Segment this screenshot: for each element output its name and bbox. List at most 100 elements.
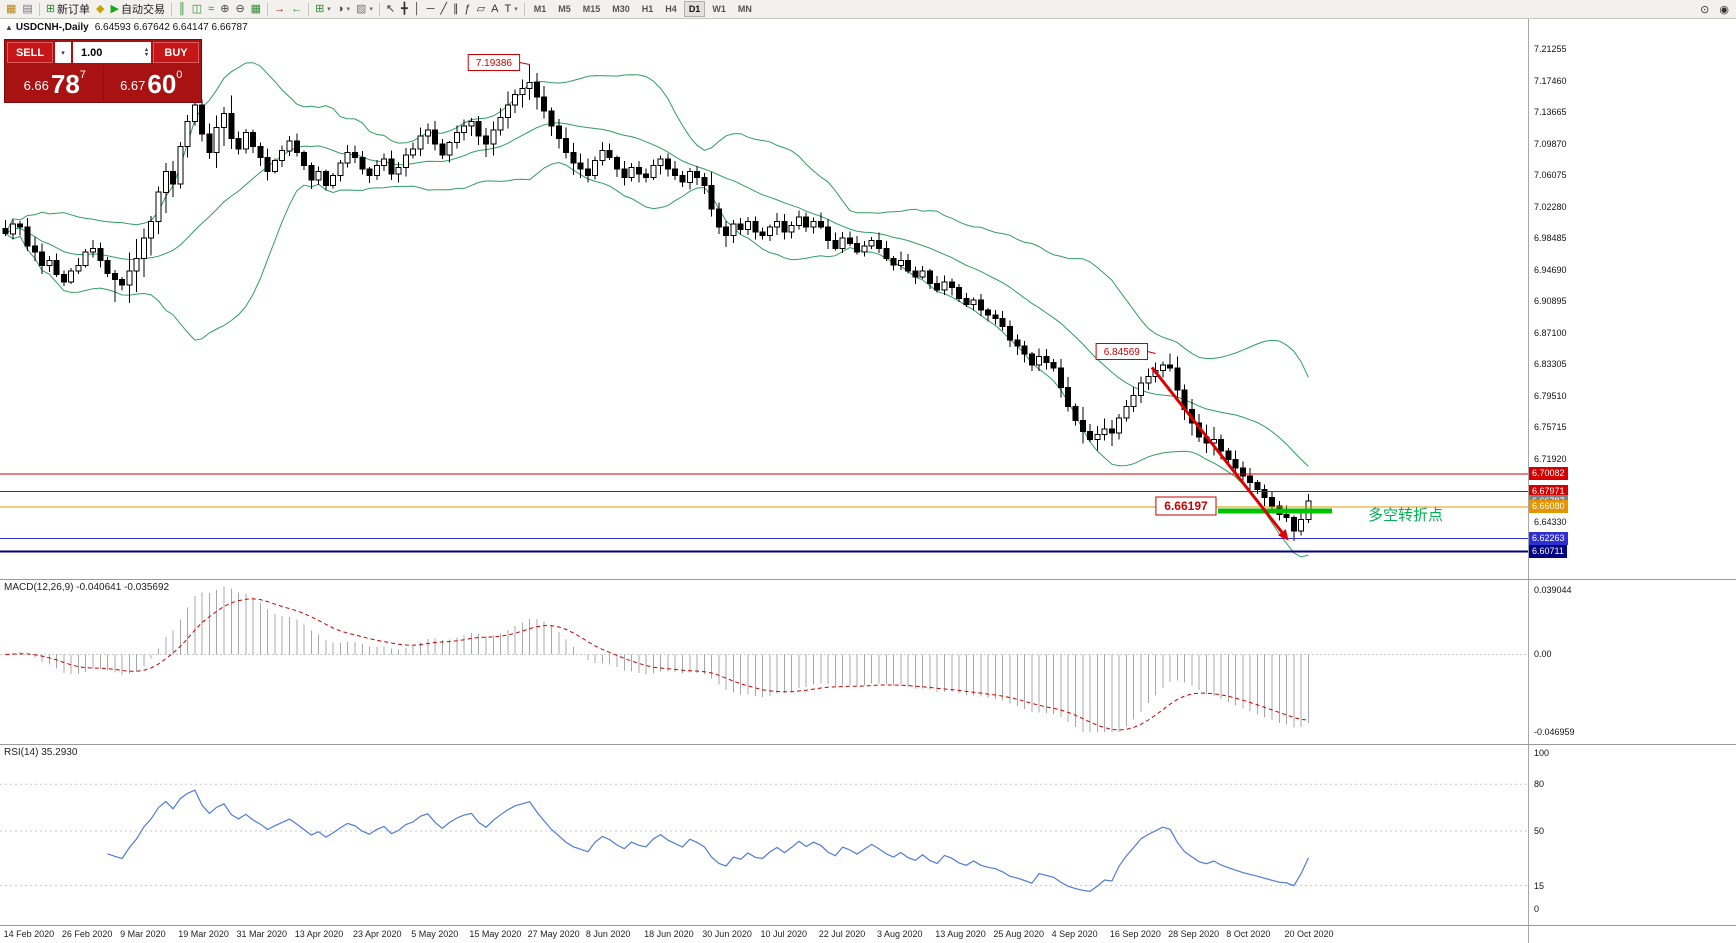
timeframe-m15-button[interactable]: M15 [582,4,601,14]
metaeditor-icon[interactable]: ◆ [93,1,107,18]
stepper-down-icon[interactable]: ▾ [144,51,148,58]
toolbar-right: ⊙ ◉ [1697,1,1732,18]
rsi-line [107,789,1309,893]
horizontal-line-icon[interactable]: ─ [424,1,438,18]
zoom-in-icon[interactable]: ⊕ [217,1,232,18]
price-axis-label: 6.94690 [1534,264,1567,275]
date-axis-label: 14 Feb 2020 [3,929,55,939]
profiles-icon[interactable]: ▤ [19,1,35,18]
toolbar-separator [378,2,380,16]
toolbar-separator [523,2,525,16]
bar-chart-icon: ║ [177,2,186,15]
fibonacci-icon[interactable]: ƒ [462,1,474,18]
toolbar-separator [308,2,310,16]
timeframe-h1-button[interactable]: H1 [641,4,654,14]
timeframe-m1-button[interactable]: M1 [533,4,547,14]
price-axis-label: 7.09870 [1534,138,1567,149]
timeframe-m5-button[interactable]: M5 [558,4,571,14]
pivot-annotation-text[interactable]: 多空转折点 [1368,507,1443,524]
volume-input[interactable]: 1.00 ▴ ▾ [73,42,151,63]
channel-icon[interactable]: ∥ [450,1,462,18]
macd-signal-line [5,598,1309,731]
crosshair-icon[interactable]: ╋ [398,1,411,18]
trendline-icon[interactable]: ╱ [437,1,450,18]
date-axis-label: 8 Jun 2020 [585,929,631,939]
grid-icon[interactable]: ▦ [248,1,264,18]
date-axis-label: 27 May 2020 [527,929,580,939]
new-chart-icon: ▦ [6,2,17,15]
sell-price-prefix: 6.66 [23,78,49,93]
axis-separator [1528,580,1529,744]
buy-price-big: 60 [147,69,177,99]
date-axis-label: 20 Oct 2020 [1284,929,1334,939]
chevron-down-icon: ▾ [346,6,350,13]
vertical-line-icon[interactable]: │ [411,1,424,18]
new-order-button[interactable]: ⊞ 新订单 [43,1,93,18]
stepper-up-icon[interactable]: ▴ [144,46,148,53]
timeframe-h4-button[interactable]: H4 [665,4,677,14]
label-icon[interactable]: T ▾ [501,1,520,18]
cursor-icon: ↖ [385,2,396,15]
zoom-out-icon[interactable]: ⊖ [232,1,247,18]
candlestick-chart-icon: ◫ [191,2,203,15]
main-chart-panel[interactable]: 7.19386 6.84569 6.66197 多空转折点 ▲ USDCNH-,Dail… [0,19,1736,579]
price-axis-label: 6.98485 [1534,233,1567,243]
macd-panel[interactable]: MACD(12,26,9) -0.040641 -0.035692 0.0390… [0,579,1736,744]
chart-shift-icon[interactable]: ← [288,1,305,18]
volume-stepper[interactable]: ▴ ▾ [144,46,148,58]
order-type-dropdown[interactable]: ▾ [55,42,71,63]
timeframe-w1-button[interactable]: W1 [712,4,726,14]
shapes-icon[interactable]: ▱ [474,1,488,18]
price-label-text: 7.19386 [476,58,513,69]
date-axis-label: 22 Jul 2020 [818,929,866,939]
text-icon[interactable]: A [488,1,501,18]
search-icon[interactable]: ⊙ [1700,4,1710,16]
price-label-box[interactable] [1095,343,1148,360]
price-axis-label: 7.06075 [1534,170,1567,180]
zoom-out-icon: ⊖ [235,2,245,15]
timeframe-d1-button[interactable]: D1 [683,1,706,17]
toolbar-separator [267,2,269,16]
shapes-icon: ▱ [476,2,486,15]
metaeditor-icon: ◆ [96,2,105,15]
date-axis-label: 3 Aug 2020 [876,929,923,939]
buy-price-button[interactable]: 6.67 60 0 [102,65,200,100]
price-axis-label: 6.71920 [1534,453,1567,464]
timeframe-mn-button[interactable]: MN [737,4,752,14]
rsi-panel[interactable]: RSI(14) 35.2930 100 80 50 15 0 [0,744,1736,925]
line-chart-icon[interactable]: ≈ [205,1,217,18]
sell-button[interactable]: SELL [7,42,53,63]
indicators-icon[interactable]: ⊞ ▾ [312,1,334,18]
auto-scroll-icon[interactable]: → [271,1,288,18]
date-axis-label: 15 May 2020 [469,929,522,939]
main-toolbar: ▦ ▤ ⊞ 新订单 ◆ ▶ 自动交易 ║ ◫ ≈ ⊕ ⊖ ▦ → ← ⊞ ▾ ◑ ▾ ▧ ▾ ↖ ╋ │ ─ ╱ ∥ ƒ ▱ A T ▾ M1 M… [0,0,1736,19]
price-label-box[interactable] [467,54,521,71]
date-axis: 14 Feb 2020 26 Feb 2020 9 Mar 2020 19 Mar 2… [0,925,1736,943]
price-label-box[interactable] [1155,496,1217,516]
horizontal-line-icon: ─ [426,2,435,15]
one-click-toggle-icon[interactable]: ▲ [5,23,13,32]
toolbar-separator [38,2,40,16]
timeframe-m30-button[interactable]: M30 [612,4,630,14]
new-chart-icon[interactable]: ▦ [3,1,19,18]
rsi-axis-label: 50 [1534,826,1545,836]
price-axis-label: 6.87100 [1534,327,1567,338]
price-tag: 6.70082 [1529,467,1568,481]
buy-button[interactable]: BUY [153,42,199,63]
price-axis-label: 6.90895 [1534,296,1567,306]
templates-icon[interactable]: ▧ ▾ [353,1,376,18]
autotrade-button[interactable]: ▶ 自动交易 [108,1,168,18]
candlestick-chart-icon[interactable]: ◫ [189,1,205,18]
trendline-icon: ╱ [440,2,448,15]
account-icon[interactable]: ◉ [1719,4,1729,16]
autotrade-button-label: 自动交易 [120,4,165,16]
date-axis-label: 13 Apr 2020 [294,929,344,939]
periods-icon[interactable]: ◑ ▾ [334,1,353,18]
trend-arrow-line[interactable] [1150,366,1284,534]
date-axis-label: 31 Mar 2020 [236,929,288,939]
templates-icon: ▧ [355,2,367,15]
sell-price-button[interactable]: 6.66 78 7 [7,65,103,100]
bar-chart-icon[interactable]: ║ [175,1,189,18]
cursor-icon[interactable]: ↖ [383,1,398,18]
